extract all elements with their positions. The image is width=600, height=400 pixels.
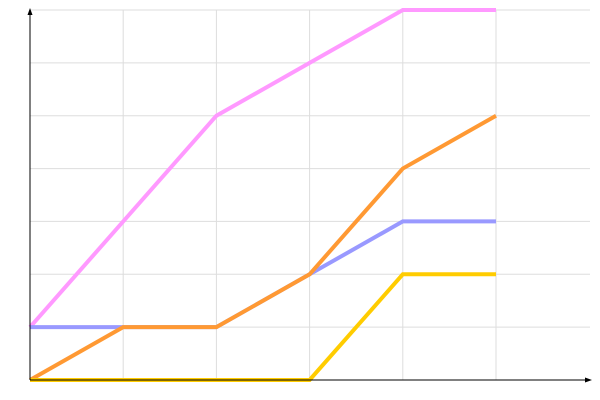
- y-axis-arrow-icon: [27, 8, 33, 15]
- grid: [30, 9, 590, 380]
- series-line-1: [28, 8, 496, 329]
- series-line-3: [29, 113, 497, 382]
- axes: [27, 8, 592, 383]
- series-lines: [28, 8, 497, 382]
- x-axis-arrow-icon: [585, 377, 592, 383]
